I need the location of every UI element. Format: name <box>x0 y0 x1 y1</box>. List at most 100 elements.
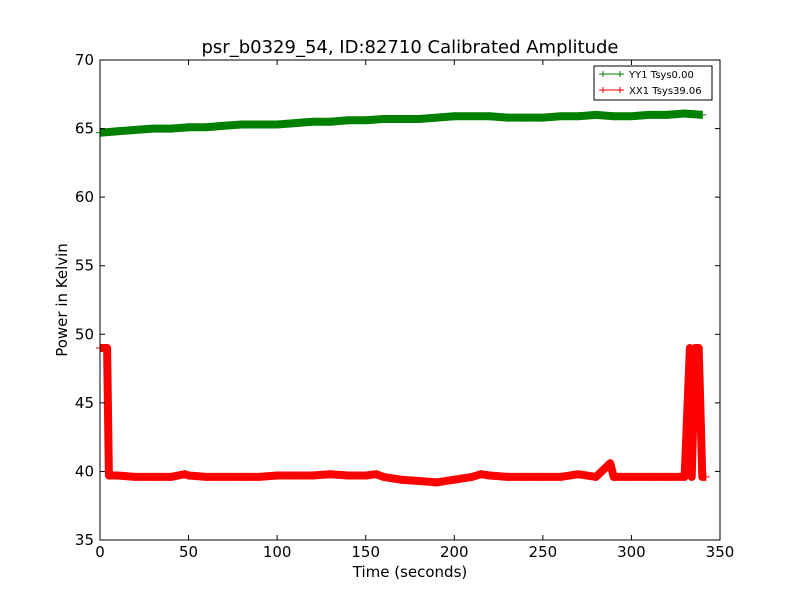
data-point <box>468 112 476 121</box>
data-point <box>166 124 175 133</box>
data-point <box>680 472 689 481</box>
y-tick-label: 35 <box>75 531 94 549</box>
data-point <box>379 472 388 481</box>
y-tick-label: 55 <box>75 257 94 275</box>
data-point <box>326 117 335 126</box>
data-point <box>485 471 494 480</box>
x-tick-label: 200 <box>440 543 469 561</box>
y-tick-label: 40 <box>75 462 94 480</box>
y-tick-label: 65 <box>75 120 94 138</box>
data-point <box>273 120 282 129</box>
y-axis-label: Power in Kelvin <box>53 243 71 357</box>
data-point <box>149 472 158 481</box>
legend-marker <box>617 71 623 77</box>
data-point <box>485 112 494 121</box>
data-point <box>113 471 122 480</box>
data-point <box>627 472 636 481</box>
x-tick-label: 300 <box>617 543 646 561</box>
plot-area <box>96 109 710 487</box>
data-point <box>344 471 352 480</box>
data-point <box>181 470 190 479</box>
data-point <box>592 472 600 481</box>
data-point <box>503 472 512 481</box>
axis-ticks: 0 50 100 150 200 250 300 350 35 40 45 50 55 60 65 70 <box>75 51 734 561</box>
data-point <box>521 472 530 481</box>
data-point <box>184 471 193 480</box>
data-point <box>113 127 122 136</box>
data-point <box>468 472 476 481</box>
legend-label-yy1: YY1 Tsys0.00 <box>628 70 694 81</box>
data-point <box>255 472 264 481</box>
x-tick-label: 50 <box>179 543 198 561</box>
data-point <box>220 121 228 130</box>
x-tick-label: 150 <box>351 543 380 561</box>
data-point <box>202 472 211 481</box>
data-point <box>379 114 388 123</box>
x-tick-label: 100 <box>263 543 292 561</box>
y-tick-label: 60 <box>75 188 94 206</box>
data-point <box>694 344 703 352</box>
data-point <box>184 123 193 132</box>
data-point <box>202 123 211 132</box>
data-point <box>414 114 423 123</box>
data-point <box>592 110 600 119</box>
y-tick-label: 70 <box>75 51 94 69</box>
data-point <box>237 120 246 129</box>
data-point <box>308 117 317 126</box>
y-tick-label: 50 <box>75 325 94 343</box>
data-point <box>432 113 441 122</box>
data-point <box>609 112 618 121</box>
plot-frame <box>99 59 721 541</box>
data-point <box>503 113 512 122</box>
data-point <box>687 472 696 481</box>
chart-title: psr_b0329_54, ID:82710 Calibrated Amplit… <box>202 37 619 58</box>
data-point <box>273 471 282 480</box>
legend: YY1 Tsys0.00 XX1 Tsys39.06 <box>593 65 713 101</box>
data-point <box>290 119 299 128</box>
data-point <box>414 477 423 486</box>
data-point <box>237 472 246 481</box>
data-point <box>627 112 636 121</box>
legend-marker <box>617 87 623 93</box>
data-point <box>361 471 370 480</box>
data-point <box>103 344 112 352</box>
data-point <box>397 114 406 123</box>
data-point <box>104 471 113 480</box>
data-point <box>344 116 352 125</box>
data-point <box>538 113 547 122</box>
data-point <box>450 112 459 121</box>
legend-box <box>593 65 713 101</box>
data-point <box>662 472 671 481</box>
data-point <box>606 459 615 468</box>
legend-marker <box>600 87 606 93</box>
x-tick-label: 0 <box>95 543 105 561</box>
data-point <box>131 472 140 481</box>
legend-label-xx1: XX1 Tsys39.06 <box>629 86 702 97</box>
series-line-xx1 <box>100 347 706 484</box>
data-point <box>326 470 335 479</box>
data-point <box>131 125 140 134</box>
data-point <box>538 472 547 481</box>
data-point <box>361 116 370 125</box>
data-point <box>574 470 583 479</box>
data-point <box>662 110 671 119</box>
data-point <box>372 470 381 479</box>
data-point <box>556 472 565 481</box>
data-point <box>521 113 530 122</box>
data-point <box>645 110 654 119</box>
data-point <box>698 110 707 119</box>
data-point <box>255 120 264 129</box>
data-point <box>450 475 459 484</box>
data-point <box>701 472 710 481</box>
data-point <box>308 471 317 480</box>
data-point <box>556 112 565 121</box>
data-point <box>290 471 299 480</box>
x-axis-label: Time (seconds) <box>352 563 468 581</box>
data-point <box>220 472 228 481</box>
data-point <box>166 472 175 481</box>
data-point <box>680 109 689 118</box>
x-tick-label: 350 <box>706 543 735 561</box>
data-point <box>609 472 618 481</box>
data-point <box>645 472 654 481</box>
